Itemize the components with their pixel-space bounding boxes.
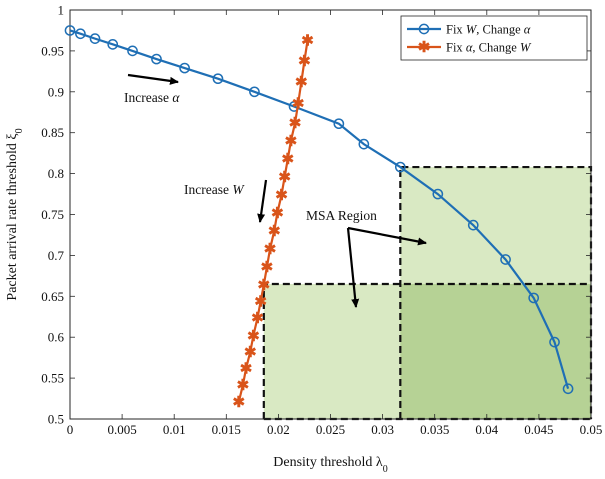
y-axis-label-subscript: 0 (14, 128, 25, 133)
data-point (432, 188, 444, 200)
x-axis-label: Density threshold λ0 (273, 455, 387, 474)
y-tick-label: 0.6 (48, 330, 65, 345)
data-point: ✱ (301, 33, 314, 49)
data-point (467, 219, 479, 231)
x-tick-label: 0.025 (316, 422, 345, 437)
data-point (107, 39, 119, 50)
legend-box (400, 15, 588, 61)
data-point (528, 292, 540, 304)
msa-region-label: MSA Region (306, 208, 377, 223)
y-tick-label: 0.85 (41, 125, 64, 140)
data-point: ✱ (251, 311, 264, 327)
data-point (127, 45, 138, 57)
y-tick-label: 0.9 (48, 84, 64, 99)
data-point: ✱ (268, 224, 281, 240)
legend-label: Fix W, Change α (446, 23, 531, 37)
data-point: ✱ (281, 152, 294, 168)
legend-item-2: ✱ Fix α, Change W (407, 40, 532, 56)
x-tick-label: 0.005 (107, 422, 136, 437)
data-point: ✱ (261, 260, 274, 276)
data-point (333, 118, 345, 130)
legend-label: Fix α, Change W (446, 41, 532, 55)
data-point (249, 86, 260, 98)
x-axis-label-main: Density threshold λ (273, 455, 383, 470)
data-point (179, 62, 190, 74)
data-point: ✱ (271, 206, 284, 222)
x-tick-label: 0.03 (371, 422, 394, 437)
x-tick-label: 0.015 (212, 422, 241, 437)
data-point: ✱ (244, 345, 257, 361)
x-tick-label: 0 (67, 422, 74, 437)
data-point: ✱ (278, 170, 291, 186)
data-point: ✱ (254, 294, 267, 310)
data-point (562, 383, 574, 395)
msa-region-border-1 (399, 165, 593, 419)
data-point: ✱ (275, 188, 288, 204)
annotations: Increase α Increase W MSA Region (124, 73, 427, 308)
x-tick-label: 0.04 (475, 422, 498, 437)
legend: Fix W, Change α ✱ Fix α, Change W (400, 15, 588, 61)
series-line (69, 29, 570, 390)
y-tick-label: 0.75 (41, 207, 64, 222)
data-point (358, 138, 370, 150)
data-point: ✱ (233, 395, 246, 411)
data-point: ✱ (295, 75, 308, 91)
x-axis-label-subscript: 0 (383, 464, 388, 475)
y-tick-label: 0.8 (48, 166, 64, 181)
data-point: ✱ (298, 54, 311, 70)
data-point (151, 53, 162, 65)
series-line (237, 40, 309, 403)
increase-alpha-arrow (127, 73, 179, 85)
increase-w-arrow (257, 179, 268, 223)
data-point: ✱ (292, 96, 305, 112)
y-tick-label: 0.95 (41, 43, 64, 58)
y-tick-label: 1 (58, 3, 65, 18)
legend-item-1: Fix W, Change α (407, 23, 531, 37)
data-point (500, 254, 511, 265)
series-2: ✱✱✱✱✱✱✱✱✱✱✱✱✱✱✱✱✱✱✱✱✱ (233, 33, 315, 411)
increase-w-label: Increase W (184, 182, 245, 197)
series-1 (64, 25, 574, 395)
msa-regions (262, 165, 593, 421)
x-tick-label: 0.045 (524, 422, 553, 437)
data-point (64, 25, 76, 36)
y-tick-label: 0.5 (48, 412, 64, 427)
msa-arrow-right (347, 226, 427, 246)
y-axis-label: Packet arrival rate threshold ξ0 (5, 128, 25, 300)
data-point: ✱ (237, 378, 250, 394)
msa-region-overlap (400, 284, 591, 419)
data-point: ✱ (289, 116, 302, 132)
data-point (75, 28, 86, 40)
data-point (394, 161, 406, 173)
increase-alpha-label: Increase α (124, 90, 180, 105)
data-point: ✱ (264, 242, 277, 258)
series-group: ✱✱✱✱✱✱✱✱✱✱✱✱✱✱✱✱✱✱✱✱✱ (64, 25, 574, 411)
y-tick-label: 0.55 (41, 371, 64, 386)
data-point: ✱ (240, 361, 253, 377)
data-point: ✱ (285, 134, 298, 150)
data-point (89, 33, 101, 44)
legend-marker: ✱ (418, 40, 431, 56)
y-tick-label: 0.7 (48, 248, 65, 263)
x-tick-label: 0.01 (163, 422, 186, 437)
data-point (212, 73, 224, 85)
x-tick-label: 0.035 (420, 422, 449, 437)
msa-arrow-down (346, 227, 360, 308)
data-point: ✱ (247, 329, 260, 345)
data-point (549, 336, 560, 348)
data-point: ✱ (258, 278, 271, 294)
x-tick-label: 0.02 (267, 422, 290, 437)
x-tick-label: 0.05 (580, 422, 603, 437)
y-tick-label: 0.65 (41, 289, 64, 304)
axis-ticks: 0 0.005 0.01 0.015 0.02 0.025 0.03 0.035 0.04 0.0… (41, 3, 602, 438)
y-axis-label-main: Packet arrival rate threshold ξ (5, 133, 20, 300)
legend-marker (418, 23, 430, 35)
